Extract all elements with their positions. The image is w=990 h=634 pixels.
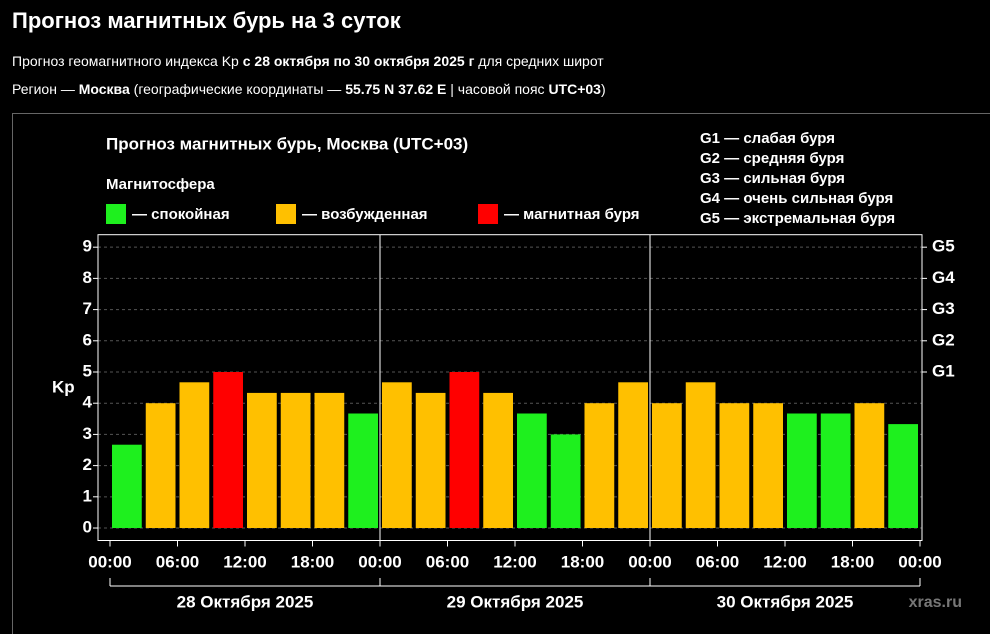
bar (112, 444, 142, 529)
day-label: 28 Октября 2025 (177, 592, 314, 611)
y-tick-label: 4 (83, 393, 93, 412)
legend-swatch (276, 204, 296, 224)
legend-swatch (478, 204, 498, 224)
day-label: 29 Октября 2025 (447, 592, 584, 611)
x-tick-label: 00:00 (88, 552, 131, 571)
bar (618, 382, 648, 529)
bar (685, 382, 716, 529)
bar (415, 392, 446, 529)
bar (820, 413, 851, 529)
y2-tick-label: G4 (932, 268, 955, 287)
storm-scale-item: G3 — сильная буря (700, 170, 845, 187)
bar (719, 403, 750, 529)
bar (145, 403, 176, 529)
bar (179, 382, 210, 529)
y2-tick-label: G5 (932, 237, 955, 256)
x-tick-label: 00:00 (358, 552, 401, 571)
bar (382, 382, 412, 529)
storm-scale-item: G5 — экстремальная буря (700, 210, 895, 227)
bar (247, 392, 277, 529)
x-tick-label: 18:00 (291, 552, 334, 571)
x-tick-label: 18:00 (831, 552, 874, 571)
bar (854, 403, 885, 529)
region-line: Регион — Москва (географические координа… (12, 81, 606, 97)
x-tick-label: 12:00 (763, 552, 806, 571)
y-tick-label: 3 (83, 424, 92, 443)
bar (652, 403, 682, 529)
text-segment: | часовой пояс (446, 81, 549, 97)
y-tick-label: 1 (83, 486, 92, 505)
storm-scale-item: G4 — очень сильная буря (700, 190, 893, 207)
text-segment: (географические координаты — (129, 81, 346, 97)
bar (888, 424, 918, 529)
storm-scale-item: G2 — средняя буря (700, 150, 844, 167)
bar (584, 403, 615, 529)
y-tick-label: 0 (83, 518, 92, 537)
legend-label: — магнитная буря (504, 206, 640, 223)
text-segment: для средних широт (474, 53, 604, 69)
y-tick-label: 8 (83, 268, 92, 287)
legend-title: Магнитосфера (106, 176, 215, 193)
legend-label: — спокойная (132, 206, 230, 223)
page-title: Прогноз магнитных бурь на 3 суток (12, 8, 401, 33)
x-tick-label: 12:00 (223, 552, 266, 571)
text-segment: Прогноз геомагнитного индекса Kp (12, 53, 243, 69)
x-tick-label: 06:00 (156, 552, 199, 571)
text-segment: UTC+03 (548, 81, 601, 97)
y-tick-label: 9 (83, 237, 92, 256)
bar (787, 413, 817, 529)
bar (483, 392, 513, 529)
chart-frame (12, 113, 990, 634)
day-label: 30 Октября 2025 (717, 592, 854, 611)
text-segment: Регион — (12, 81, 79, 97)
subtitle: Прогноз геомагнитного индекса Kp с 28 ок… (12, 53, 604, 69)
legend-swatch (106, 204, 126, 224)
bar (314, 392, 345, 529)
plot-frame (97, 234, 923, 541)
x-tick-label: 18:00 (561, 552, 604, 571)
watermark: xras.ru (909, 594, 962, 611)
legend-label: — возбужденная (302, 206, 428, 223)
text-segment: ) (600, 81, 606, 97)
y-tick-label: 2 (83, 455, 92, 474)
y2-tick-label: G3 (932, 299, 955, 318)
x-tick-label: 00:00 (898, 552, 941, 571)
chart-title: Прогноз магнитных бурь, Москва (UTC+03) (106, 134, 468, 153)
y-tick-label: 7 (83, 299, 92, 318)
storm-scale-item: G1 — слабая буря (700, 130, 835, 147)
x-tick-label: 06:00 (696, 552, 739, 571)
bar (348, 413, 378, 529)
text-segment: с 28 октября по 30 октября 2025 г (242, 53, 475, 69)
bar (213, 371, 243, 529)
y-tick-label: 5 (83, 361, 92, 380)
x-tick-label: 06:00 (426, 552, 469, 571)
bar (550, 434, 581, 529)
x-tick-label: 12:00 (493, 552, 536, 571)
bar (449, 371, 480, 529)
y2-tick-label: G2 (932, 330, 955, 349)
y-axis-label: Kp (52, 377, 75, 396)
x-tick-label: 00:00 (628, 552, 671, 571)
bar (280, 392, 311, 529)
y-tick-label: 6 (83, 330, 92, 349)
text-segment: 55.75 N 37.62 E (345, 81, 447, 97)
y2-tick-label: G1 (932, 361, 955, 380)
text-segment: Москва (78, 81, 130, 97)
bar (517, 413, 547, 529)
bar (753, 403, 783, 529)
